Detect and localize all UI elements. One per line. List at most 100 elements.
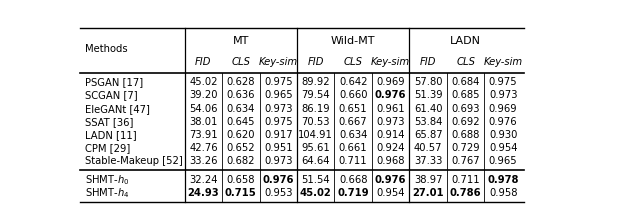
Text: 0.965: 0.965: [489, 156, 518, 166]
Text: CLS: CLS: [344, 57, 363, 67]
Text: 0.715: 0.715: [225, 188, 257, 198]
Text: 45.02: 45.02: [300, 188, 332, 198]
Text: FID: FID: [420, 57, 436, 67]
Text: CPM [29]: CPM [29]: [85, 143, 130, 153]
Text: 57.80: 57.80: [414, 77, 442, 87]
Text: SHMT-$h_4$: SHMT-$h_4$: [85, 186, 129, 200]
Text: 37.33: 37.33: [414, 156, 442, 166]
Text: 38.97: 38.97: [414, 175, 442, 185]
Text: 0.930: 0.930: [489, 130, 517, 140]
Text: 45.02: 45.02: [189, 77, 218, 87]
Text: 39.20: 39.20: [189, 90, 218, 100]
Text: 0.975: 0.975: [264, 117, 292, 127]
Text: 0.645: 0.645: [227, 117, 255, 127]
Text: 0.976: 0.976: [262, 175, 294, 185]
Text: 0.958: 0.958: [489, 188, 517, 198]
Text: Stable-Makeup [52]: Stable-Makeup [52]: [85, 156, 182, 166]
Text: SCGAN [7]: SCGAN [7]: [85, 90, 138, 100]
Text: 0.660: 0.660: [339, 90, 367, 100]
Text: 0.969: 0.969: [489, 104, 518, 114]
Text: 24.93: 24.93: [188, 188, 219, 198]
Text: 0.667: 0.667: [339, 117, 367, 127]
Text: 0.973: 0.973: [264, 156, 292, 166]
Text: 0.682: 0.682: [227, 156, 255, 166]
Text: SSAT [36]: SSAT [36]: [85, 117, 133, 127]
Text: 40.57: 40.57: [414, 143, 442, 153]
Text: 86.19: 86.19: [301, 104, 330, 114]
Text: CLS: CLS: [456, 57, 475, 67]
Text: 0.975: 0.975: [489, 77, 518, 87]
Text: 0.652: 0.652: [227, 143, 255, 153]
Text: 54.06: 54.06: [189, 104, 218, 114]
Text: EleGANt [47]: EleGANt [47]: [85, 104, 150, 114]
Text: 0.651: 0.651: [339, 104, 367, 114]
Text: 0.973: 0.973: [376, 117, 405, 127]
Text: 0.719: 0.719: [337, 188, 369, 198]
Text: 0.951: 0.951: [264, 143, 292, 153]
Text: 61.40: 61.40: [414, 104, 442, 114]
Text: 0.976: 0.976: [489, 117, 518, 127]
Text: 64.64: 64.64: [301, 156, 330, 166]
Text: 95.61: 95.61: [301, 143, 330, 153]
Text: FID: FID: [195, 57, 212, 67]
Text: Key-sim: Key-sim: [259, 57, 298, 67]
Text: 0.975: 0.975: [264, 77, 292, 87]
Text: Key-sim: Key-sim: [371, 57, 410, 67]
Text: 79.54: 79.54: [301, 90, 330, 100]
Text: Methods: Methods: [85, 44, 127, 54]
Text: 0.976: 0.976: [375, 90, 406, 100]
Text: 0.684: 0.684: [451, 77, 480, 87]
Text: 0.642: 0.642: [339, 77, 367, 87]
Text: 42.76: 42.76: [189, 143, 218, 153]
Text: 0.634: 0.634: [227, 104, 255, 114]
Text: PSGAN [17]: PSGAN [17]: [85, 77, 143, 87]
Text: 0.954: 0.954: [489, 143, 517, 153]
Text: LADN [11]: LADN [11]: [85, 130, 136, 140]
Text: 0.961: 0.961: [376, 104, 405, 114]
Text: 0.965: 0.965: [264, 90, 292, 100]
Text: 0.978: 0.978: [488, 175, 519, 185]
Text: 0.976: 0.976: [375, 175, 406, 185]
Text: 89.92: 89.92: [301, 77, 330, 87]
Text: 0.973: 0.973: [489, 90, 517, 100]
Text: 0.953: 0.953: [264, 188, 292, 198]
Text: 51.39: 51.39: [414, 90, 442, 100]
Text: 0.786: 0.786: [450, 188, 481, 198]
Text: CLS: CLS: [231, 57, 250, 67]
Text: FID: FID: [307, 57, 324, 67]
Text: 0.973: 0.973: [264, 104, 292, 114]
Text: SHMT-$h_0$: SHMT-$h_0$: [85, 173, 129, 187]
Text: 0.917: 0.917: [264, 130, 292, 140]
Text: 0.634: 0.634: [339, 130, 367, 140]
Text: 32.24: 32.24: [189, 175, 218, 185]
Text: 73.91: 73.91: [189, 130, 218, 140]
Text: 27.01: 27.01: [412, 188, 444, 198]
Text: 0.620: 0.620: [227, 130, 255, 140]
Text: 0.692: 0.692: [451, 117, 480, 127]
Text: 0.729: 0.729: [451, 143, 480, 153]
Text: 0.968: 0.968: [376, 156, 405, 166]
Text: 0.711: 0.711: [451, 175, 480, 185]
Text: 0.693: 0.693: [451, 104, 480, 114]
Text: 0.658: 0.658: [227, 175, 255, 185]
Text: 0.688: 0.688: [451, 130, 480, 140]
Text: Key-sim: Key-sim: [484, 57, 523, 67]
Text: 0.628: 0.628: [227, 77, 255, 87]
Text: MT: MT: [233, 36, 249, 46]
Text: 0.668: 0.668: [339, 175, 367, 185]
Text: 104.91: 104.91: [298, 130, 333, 140]
Text: 0.685: 0.685: [451, 90, 480, 100]
Text: 0.924: 0.924: [376, 143, 405, 153]
Text: 0.661: 0.661: [339, 143, 367, 153]
Text: 65.87: 65.87: [414, 130, 442, 140]
Text: 33.26: 33.26: [189, 156, 218, 166]
Text: 53.84: 53.84: [414, 117, 442, 127]
Text: 0.636: 0.636: [227, 90, 255, 100]
Text: 0.767: 0.767: [451, 156, 480, 166]
Text: 70.53: 70.53: [301, 117, 330, 127]
Text: 0.914: 0.914: [376, 130, 405, 140]
Text: 0.954: 0.954: [376, 188, 405, 198]
Text: 51.54: 51.54: [301, 175, 330, 185]
Text: 38.01: 38.01: [189, 117, 218, 127]
Text: 0.711: 0.711: [339, 156, 367, 166]
